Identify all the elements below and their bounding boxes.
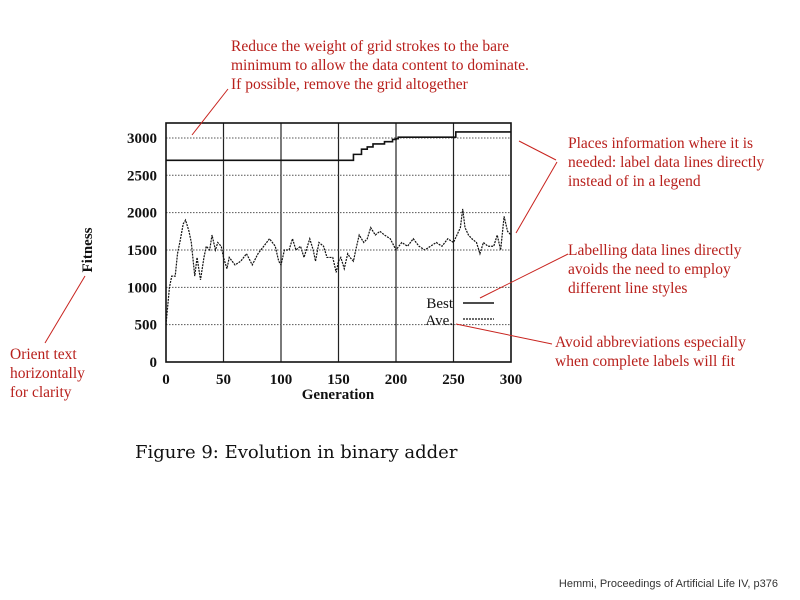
pointer-placement-ave	[515, 161, 558, 234]
y-tick-label: 2000	[127, 206, 157, 222]
annotation-line: horizontally	[10, 365, 85, 382]
y-tick-label: 2500	[127, 168, 157, 184]
annotation-line: Reduce the weight of grid strokes to the…	[231, 38, 510, 55]
legend: Best Ave.	[425, 296, 494, 329]
x-tick-label: 300	[500, 372, 523, 388]
annotation-line: If possible, remove the grid altogether	[231, 76, 468, 93]
pointer-abbrev	[455, 323, 553, 345]
annotation-line: Avoid abbreviations especially	[555, 334, 746, 351]
x-tick-label: 200	[385, 372, 408, 388]
annotation-line: when complete labels will fit	[555, 353, 735, 370]
annotation-line: needed: label data lines directly	[568, 154, 765, 171]
annotation-line: for clarity	[10, 384, 72, 401]
series-line-ave	[165, 208, 512, 325]
series-line-best	[166, 131, 511, 162]
annotation-placement: Places information where it is needed: l…	[568, 134, 764, 191]
x-tick-label: 0	[162, 372, 170, 388]
annotation-abbrev: Avoid abbreviations especially when comp…	[555, 333, 746, 371]
x-tick-label: 150	[327, 372, 350, 388]
pointer-placement-best	[518, 140, 557, 161]
x-axis-label: Generation	[302, 387, 375, 403]
annotation-line: Places information where it is	[568, 135, 754, 152]
x-tick-label: 100	[270, 372, 293, 388]
annotation-line: different line styles	[568, 280, 688, 297]
source-credit: Hemmi, Proceedings of Artificial Life IV…	[558, 578, 778, 590]
series-lines	[165, 131, 512, 325]
y-tick-label: 500	[135, 318, 158, 334]
annotation-line: Labelling data lines directly	[568, 242, 742, 259]
legend-label-ave: Ave.	[425, 313, 453, 329]
y-tick-label: 1500	[127, 243, 157, 259]
plot-frame	[165, 122, 512, 363]
tick-labels: 0 50 100 150 200 250 3000500100015002000250030…	[127, 131, 522, 388]
x-tick-label: 50	[216, 372, 231, 388]
annotation-grid: Reduce the weight of grid strokes to the…	[231, 37, 529, 94]
annotation-line: instead of in a legend	[568, 173, 701, 190]
annotation-line: minimum to allow the data content to dom…	[231, 57, 529, 74]
pointer-orient	[44, 275, 86, 344]
y-tick-label: 3000	[127, 131, 157, 147]
annotation-pointers	[44, 88, 569, 345]
annotation-orient: Orient text horizontally for clarity	[10, 345, 85, 402]
figure-caption: Figure 9: Evolution in binary adder	[135, 442, 458, 463]
x-tick-label: 250	[442, 372, 465, 388]
annotation-line-styles: Labelling data lines directly avoids the…	[568, 241, 741, 298]
y-tick-label: 0	[150, 355, 158, 371]
annotation-line: Orient text	[10, 346, 77, 363]
pointer-grid	[191, 88, 229, 136]
grid	[166, 123, 511, 362]
pointer-line-styles	[479, 253, 569, 299]
y-tick-label: 1000	[127, 280, 157, 296]
legend-label-best: Best	[426, 296, 454, 312]
y-axis-label: Fitness	[80, 227, 96, 272]
annotation-line: avoids the need to employ	[568, 261, 731, 278]
